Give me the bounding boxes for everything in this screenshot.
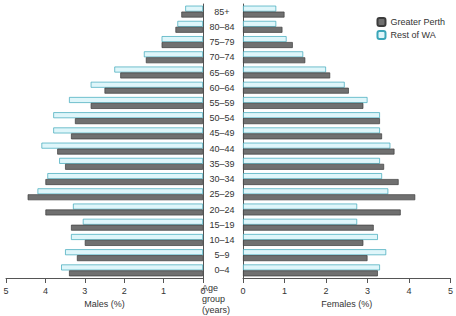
svg-text:85+: 85+ [214,7,229,17]
svg-text:5: 5 [448,286,453,296]
svg-text:10–14: 10–14 [209,235,234,245]
svg-text:45–49: 45–49 [209,128,234,138]
svg-text:65–69: 65–69 [209,68,234,78]
svg-text:40–44: 40–44 [209,144,234,154]
svg-text:Rest of WA: Rest of WA [390,30,435,40]
svg-text:1: 1 [282,286,287,296]
svg-text:35–39: 35–39 [209,159,234,169]
svg-text:group: group [202,294,228,304]
svg-text:4: 4 [43,286,48,296]
svg-text:30–34: 30–34 [209,174,234,184]
svg-text:50–54: 50–54 [209,113,234,123]
svg-text:80–84: 80–84 [209,22,234,32]
svg-text:0: 0 [200,286,205,296]
svg-text:4: 4 [406,286,411,296]
svg-text:Age: Age [202,282,221,293]
svg-text:(years): (years) [202,305,230,315]
svg-text:3: 3 [82,286,87,296]
svg-text:0–4: 0–4 [214,265,229,275]
svg-text:55–59: 55–59 [209,98,234,108]
svg-text:3: 3 [365,286,370,296]
svg-text:75–79: 75–79 [209,37,234,47]
svg-text:Greater Perth: Greater Perth [390,17,445,27]
svg-text:0: 0 [240,286,245,296]
svg-text:2: 2 [323,286,328,296]
svg-text:1: 1 [161,286,166,296]
svg-text:20–24: 20–24 [209,205,234,215]
svg-text:Males (%): Males (%) [84,299,125,309]
svg-text:70–74: 70–74 [209,52,234,62]
svg-text:Females (%): Females (%) [321,299,372,309]
svg-text:2: 2 [122,286,127,296]
svg-text:15–19: 15–19 [209,220,234,230]
svg-text:25–29: 25–29 [209,189,234,199]
svg-text:5: 5 [3,286,8,296]
svg-text:5–9: 5–9 [214,250,229,260]
svg-text:60–64: 60–64 [209,83,234,93]
